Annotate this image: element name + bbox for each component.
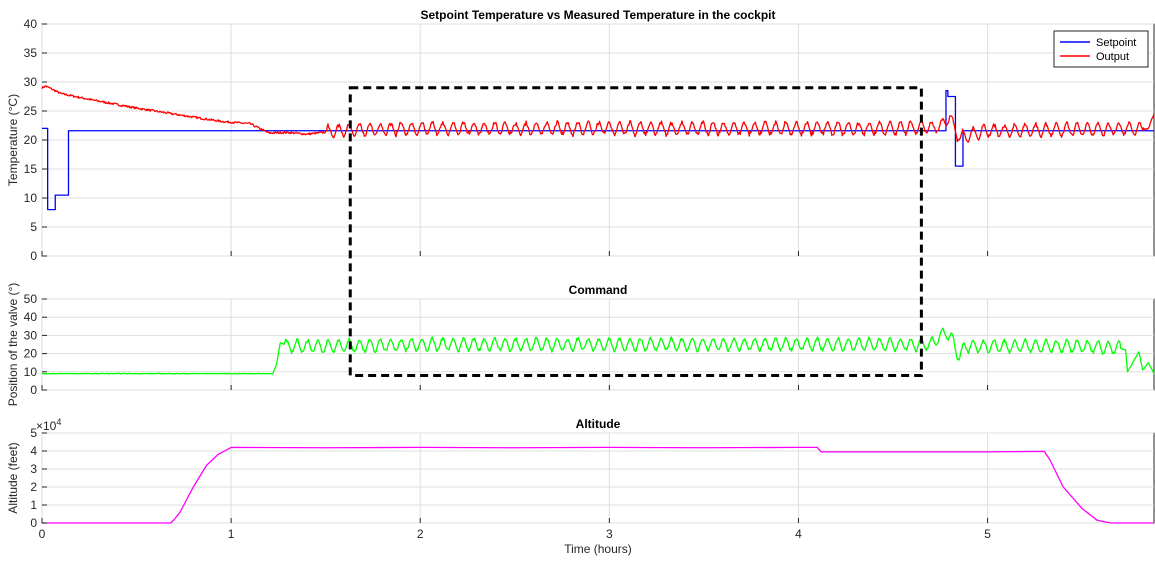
y-axis-label: Altitude (feet) bbox=[6, 442, 20, 513]
y-tick-label: 5 bbox=[30, 426, 37, 440]
legend-label-setpoint: Setpoint bbox=[1096, 37, 1136, 49]
subplot-2: 0 10 20 30 40 50 Command Position of the valve … bbox=[6, 283, 1155, 407]
y-tick-label: 30 bbox=[24, 328, 38, 342]
subplot-title: Altitude bbox=[576, 417, 621, 431]
legend-label-output: Output bbox=[1096, 51, 1129, 63]
y-tick-label: 10 bbox=[24, 191, 38, 205]
y-tick-label: 1 bbox=[30, 498, 37, 512]
x-tick-label: 0 bbox=[39, 527, 46, 541]
x-axis-label: Time (hours) bbox=[564, 542, 632, 556]
series-line-command bbox=[41, 327, 1155, 375]
series-line-output bbox=[41, 85, 1155, 143]
subplot-title: Command bbox=[569, 283, 628, 297]
subplot-1: 0 5 10 15 20 25 30 35 40 Setpoint Temperature vs … bbox=[6, 8, 1155, 263]
y-tick-label: 0 bbox=[30, 383, 37, 397]
series-line-altitude bbox=[42, 446, 1154, 524]
y-tick-label: 0 bbox=[30, 516, 37, 530]
y-tick-label: 35 bbox=[24, 46, 38, 60]
y-tick-label: 10 bbox=[24, 365, 38, 379]
legend-box bbox=[1053, 30, 1149, 68]
y-tick-label: 2 bbox=[30, 480, 37, 494]
series-line-setpoint bbox=[42, 90, 1154, 211]
y-axis-exponent-power: 4 bbox=[56, 417, 61, 427]
y-tick-label: 0 bbox=[30, 249, 37, 263]
y-tick-label: 3 bbox=[30, 462, 37, 476]
y-tick-label: 15 bbox=[24, 162, 38, 176]
highlight-dashed-rectangle bbox=[348, 86, 923, 377]
y-tick-label: 25 bbox=[24, 104, 38, 118]
y-tick-label: 4 bbox=[30, 444, 37, 458]
legend: Setpoint Output bbox=[1053, 30, 1149, 68]
y-tick-label: 5 bbox=[30, 220, 37, 234]
y-tick-label: 40 bbox=[24, 310, 38, 324]
y-tick-label: 50 bbox=[24, 292, 38, 306]
x-tick-label: 5 bbox=[984, 527, 991, 541]
y-axis-label: Position of the valve (°) bbox=[6, 283, 20, 407]
y-axis-exponent: ×104 bbox=[36, 417, 61, 433]
x-tick-label: 2 bbox=[417, 527, 424, 541]
subplot-title: Setpoint Temperature vs Measured Tempera… bbox=[421, 8, 776, 22]
y-tick-label: 20 bbox=[24, 133, 38, 147]
x-tick-label: 4 bbox=[795, 527, 802, 541]
y-tick-label: 30 bbox=[24, 75, 38, 89]
y-tick-label: 20 bbox=[24, 347, 38, 361]
y-tick-label: 40 bbox=[24, 17, 38, 31]
x-tick-label: 3 bbox=[606, 527, 613, 541]
x-tick-label: 1 bbox=[228, 527, 235, 541]
y-axis-label: Temperature (°C) bbox=[6, 94, 20, 186]
